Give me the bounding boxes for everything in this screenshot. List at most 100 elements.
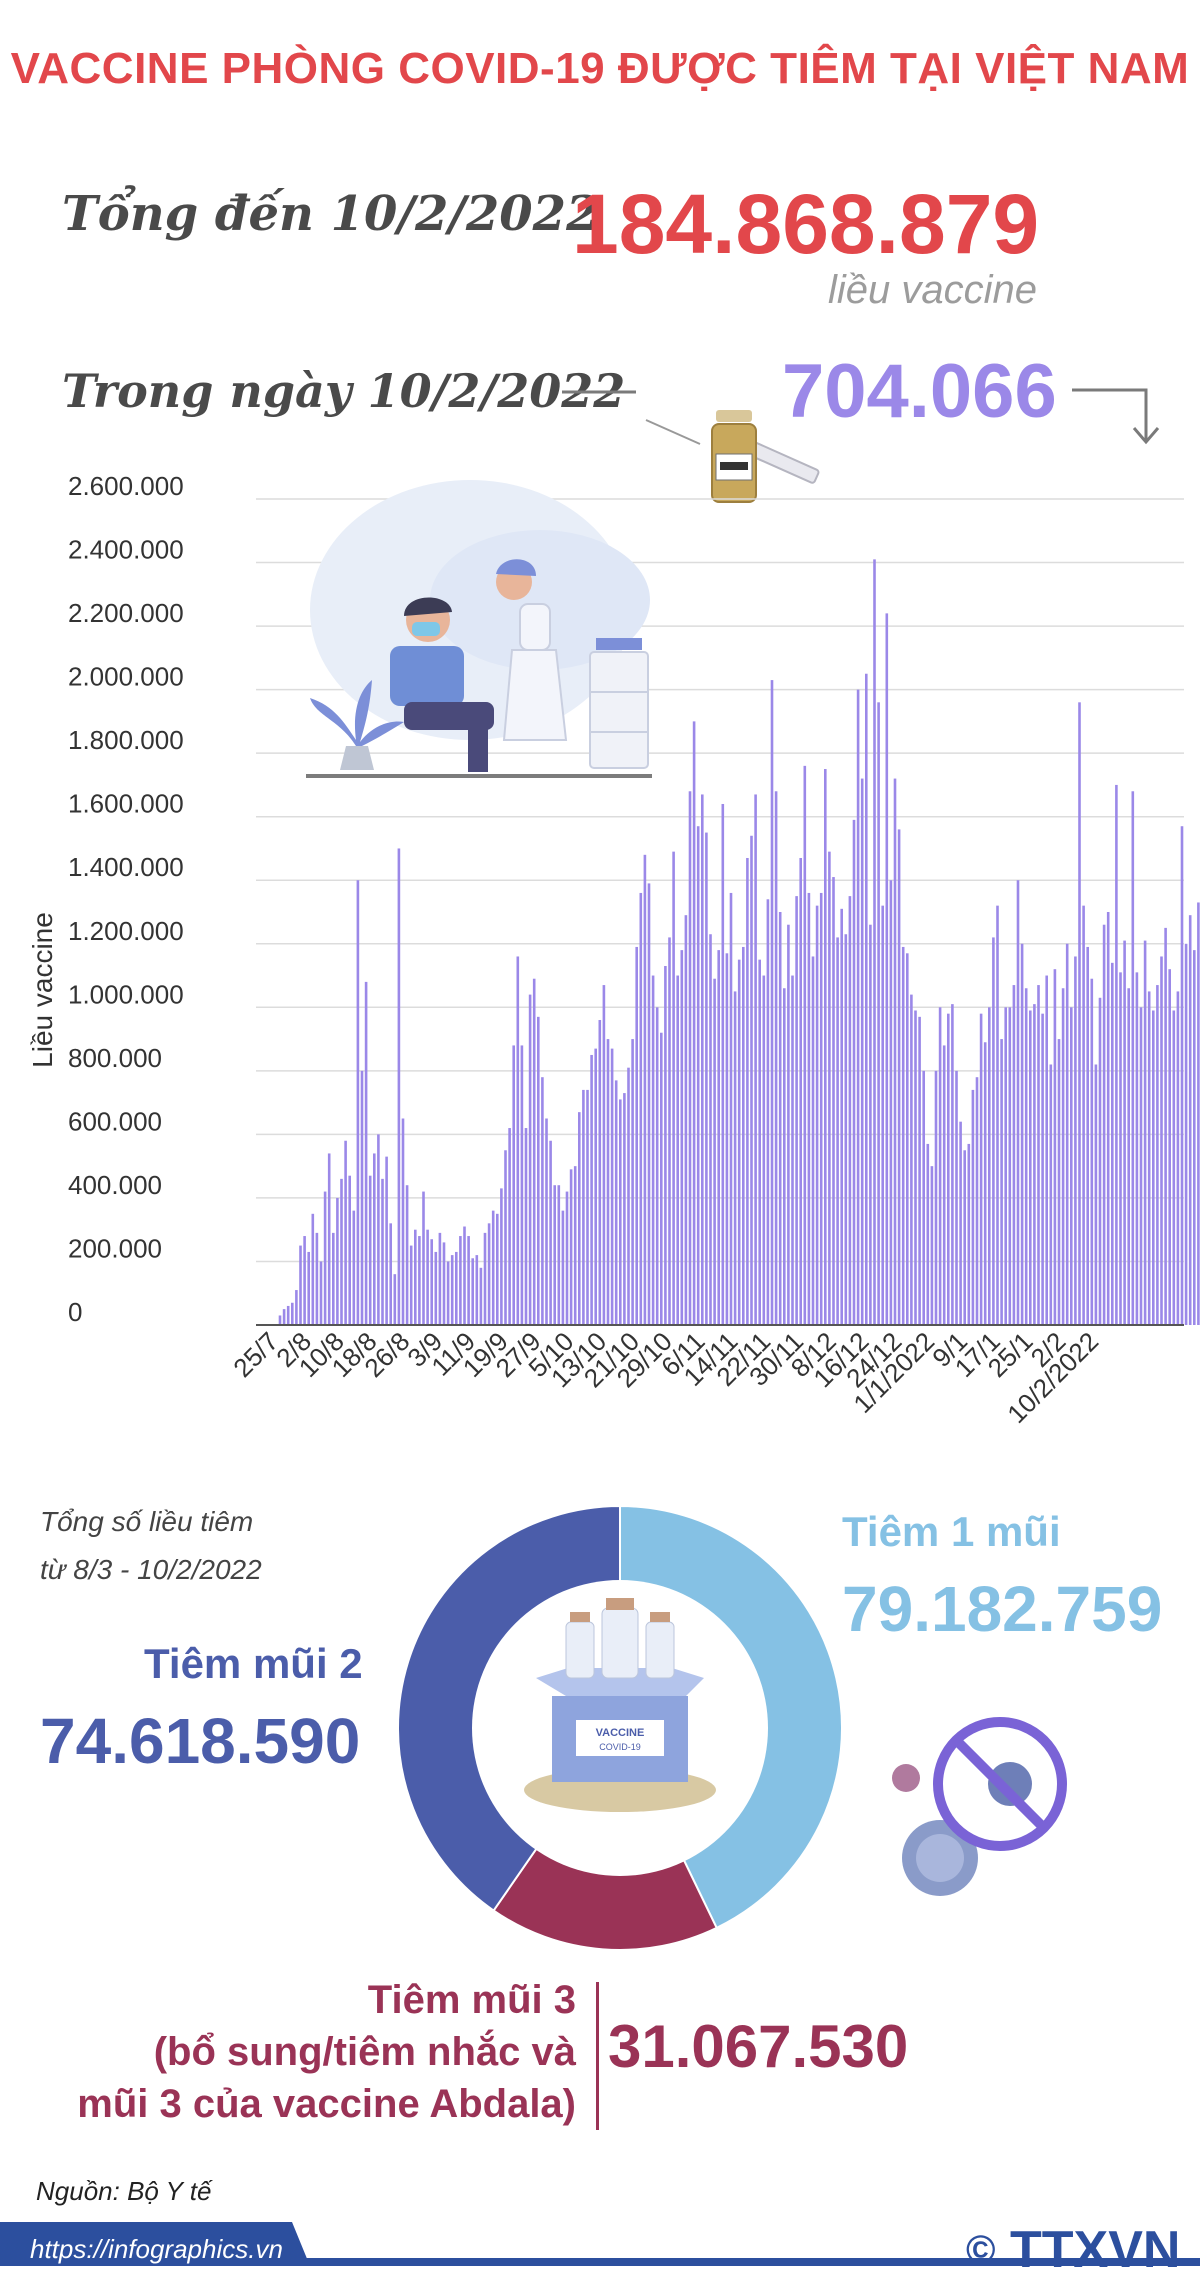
bar [1184,943,1188,1325]
box-sublabel: COVID-19 [599,1742,641,1752]
bar [848,896,852,1325]
bar [701,794,704,1325]
bar [807,892,811,1325]
source-text: Nguồn: Bộ Y tế [36,2176,212,2206]
bar [512,1045,515,1325]
y-tick-label: 1.200.000 [68,916,184,946]
bar [803,765,807,1325]
bar [865,673,868,1325]
bar [938,1007,942,1325]
bar [1127,988,1130,1325]
y-tick-label: 1.800.000 [68,725,184,755]
bar [405,1185,409,1325]
bar [590,1054,593,1325]
bar [897,829,901,1325]
bar [709,934,712,1325]
bar [1045,975,1048,1325]
bar [889,880,893,1325]
bar [471,1258,474,1325]
no-virus-icon [892,1717,1067,1896]
bar [721,803,725,1325]
bar [623,1093,626,1325]
bar [647,883,651,1325]
bar [409,1245,413,1325]
bar [602,985,606,1325]
bar [446,1261,450,1325]
bar [1115,784,1118,1325]
bar [660,1032,663,1325]
bar [918,1016,921,1325]
bar [459,1236,462,1325]
bar [483,1232,487,1325]
bar [733,991,737,1325]
bar [373,1153,376,1325]
bar [1193,950,1196,1325]
bar [1082,905,1085,1325]
y-tick-label: 400.000 [68,1170,162,1200]
bar [844,934,848,1325]
bar [930,1166,934,1325]
bar [651,975,655,1325]
bar [914,1010,917,1325]
bar [627,1067,630,1325]
bar [508,1128,511,1325]
bar [1078,702,1081,1325]
y-tick-label: 0 [68,1297,82,1327]
bar [303,1236,306,1325]
bar [1012,985,1016,1325]
bar [811,956,815,1325]
pie-caption-line1: Tổng số liều tiêm [40,1506,254,1537]
y-tick-label: 2.200.000 [68,598,184,628]
bar [377,1134,380,1325]
bar [1020,943,1024,1325]
bar [840,908,843,1325]
bar [787,924,790,1325]
bar [885,613,889,1325]
bar [549,1140,552,1325]
bar [975,1077,979,1325]
bar [655,1007,659,1325]
bar [680,950,684,1325]
bar [725,953,729,1325]
bar [401,1118,405,1325]
bar [783,988,786,1325]
bar [414,1229,417,1325]
bar [344,1140,347,1325]
bar [1188,915,1192,1325]
bar [315,1232,319,1325]
copyright-symbol: © [966,2228,996,2272]
bar [1172,1010,1176,1325]
bar [676,975,679,1325]
bar [1139,1007,1143,1325]
y-tick-label: 2.400.000 [68,535,184,565]
bar [791,975,794,1325]
bar [1131,791,1135,1325]
bar [635,946,638,1325]
bar [1111,962,1114,1325]
bar [295,1290,298,1325]
bar [762,975,766,1325]
bar [926,1143,930,1325]
bar [819,892,823,1325]
bar [426,1229,429,1325]
bar [688,791,692,1325]
bar [311,1213,315,1325]
bar [815,905,819,1325]
bar [356,880,360,1325]
bar [758,959,761,1325]
bar [1135,972,1139,1325]
bar [1197,902,1200,1325]
dose3-divider [596,1982,599,2130]
bar [1094,1064,1098,1325]
bar [947,1013,950,1325]
source-url-link[interactable]: https://infographics.vn [30,2234,283,2264]
bar [1029,1010,1032,1325]
bar [942,1045,946,1325]
bar [586,1089,589,1325]
bar [1061,988,1065,1325]
bar [336,1197,339,1325]
bar [340,1178,343,1325]
bar [1090,978,1094,1325]
main-title: VACCINE PHÒNG COVID-19 ĐƯỢC TIÊM TẠI VIỆ… [10,44,1190,93]
box-label: VACCINE [596,1727,645,1739]
